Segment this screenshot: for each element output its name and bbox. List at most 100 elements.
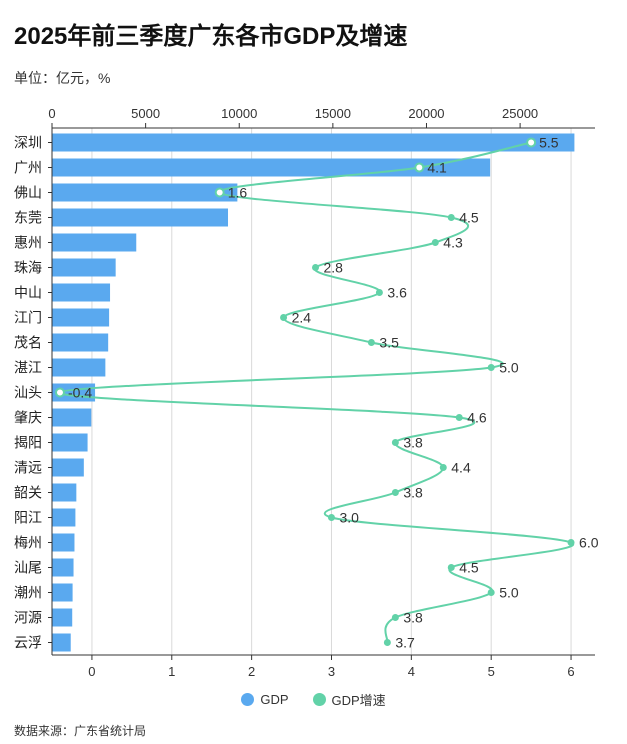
gdp-bar-0 [52, 133, 575, 152]
gdp-bar-6 [52, 283, 111, 302]
growth-label: 4.6 [467, 410, 487, 426]
growth-point-18 [487, 589, 495, 596]
growth-point-20 [383, 639, 391, 646]
gdp-bar-19 [52, 608, 73, 627]
gdp-bar-20 [52, 633, 71, 652]
category-label: 惠州 [14, 235, 42, 251]
growth-label: 2.4 [292, 310, 312, 326]
growth-point-10 [54, 387, 65, 398]
bottom-tick-label: 2 [248, 664, 255, 679]
top-tick-label: 10000 [221, 106, 257, 121]
bar-layer [52, 133, 575, 652]
growth-point-12 [391, 439, 399, 446]
growth-label: 4.4 [451, 460, 471, 476]
bottom-tick-label: 1 [168, 664, 175, 679]
category-label: 汕头 [14, 385, 42, 401]
category-label: 云浮 [14, 635, 42, 651]
category-label: 河源 [14, 610, 42, 626]
category-label: 深圳 [14, 135, 42, 151]
category-label: 汕尾 [14, 560, 42, 576]
growth-label: 5.0 [499, 360, 519, 376]
gdp-bar-8 [52, 333, 109, 352]
category-label: 中山 [14, 285, 42, 301]
category-label: 清远 [14, 460, 42, 476]
category-label: 茂名 [14, 335, 42, 351]
category-label: 阳江 [14, 510, 42, 526]
legend-item-growth[interactable]: GDP增速 [312, 690, 386, 709]
legend: GDP GDP增速 [0, 690, 627, 709]
growth-point-2 [214, 187, 225, 198]
category-label: 珠海 [14, 260, 42, 276]
label-layer: 5.5 4.1 1.6 4.5 4.3 2.8 3.6 2.4 3.5 5.0 -0.4 4.6 3.8… [68, 135, 599, 651]
top-tick-label: 15000 [315, 106, 351, 121]
bottom-tick-label: 3 [328, 664, 335, 679]
legend-item-gdp[interactable]: GDP [241, 690, 289, 709]
growth-point-15 [327, 514, 335, 521]
growth-label: 2.8 [324, 260, 344, 276]
axis-layer: 0 5000 10000 15000 20000 25000 0 1 2 3 4 5 6 深圳广州佛山东莞… [14, 106, 595, 679]
growth-label: 4.5 [459, 210, 479, 226]
growth-point-16 [567, 539, 575, 546]
bottom-tick-label: 5 [488, 664, 495, 679]
growth-point-13 [439, 464, 447, 471]
gdp-bar-18 [52, 583, 73, 602]
growth-point-5 [312, 264, 320, 271]
category-label: 揭阳 [14, 435, 42, 451]
gdp-bar-11 [52, 408, 92, 427]
bottom-tick-label: 4 [408, 664, 415, 679]
growth-point-4 [431, 239, 439, 246]
growth-label: 6.0 [579, 535, 599, 551]
growth-point-1 [414, 162, 425, 173]
growth-label: 1.6 [228, 185, 248, 201]
growth-label: -0.4 [68, 385, 92, 401]
category-label: 梅州 [14, 535, 42, 551]
chart-canvas: 0 5000 10000 15000 20000 25000 0 1 2 3 4 5 6 深圳广州佛山东莞… [14, 106, 599, 679]
gdp-bar-5 [52, 258, 116, 277]
legend-growth-label: GDP增速 [331, 693, 386, 708]
top-tick-label: 5000 [131, 106, 160, 121]
gdp-bar-13 [52, 458, 84, 477]
growth-point-11 [455, 414, 463, 421]
gdp-bar-4 [52, 233, 137, 252]
category-label: 韶关 [14, 485, 42, 501]
gdp-bar-2 [52, 183, 238, 202]
gdp-bar-14 [52, 483, 77, 502]
growth-label: 3.8 [403, 485, 423, 501]
bottom-tick-label: 6 [567, 664, 574, 679]
gdp-bar-7 [52, 308, 110, 327]
gdp-bar-17 [52, 558, 74, 577]
top-tick-label: 0 [48, 106, 55, 121]
legend-gdp-swatch [241, 693, 255, 706]
source-note: 数据来源：广东省统计局 [14, 724, 147, 738]
growth-point-17 [447, 564, 455, 571]
legend-growth-swatch [312, 693, 326, 706]
line-layer [54, 137, 575, 646]
growth-point-6 [375, 289, 383, 296]
growth-point-0 [526, 137, 537, 148]
gdp-bar-16 [52, 533, 75, 552]
growth-label: 4.3 [443, 235, 463, 251]
growth-label: 5.0 [499, 585, 519, 601]
growth-label: 5.5 [539, 135, 559, 151]
chart-title: 2025年前三季度广东各市GDP及增速 [14, 23, 408, 50]
growth-point-19 [391, 614, 399, 621]
top-tick-label: 25000 [502, 106, 538, 121]
gdp-bar-3 [52, 208, 229, 227]
growth-label: 4.5 [459, 560, 479, 576]
gdp-bar-15 [52, 508, 76, 527]
growth-point-8 [367, 339, 375, 346]
growth-label: 3.5 [379, 335, 399, 351]
growth-point-3 [447, 214, 455, 221]
category-label: 佛山 [14, 185, 42, 201]
growth-label: 3.6 [387, 285, 407, 301]
growth-point-14 [391, 489, 399, 496]
category-label: 广州 [14, 160, 42, 176]
growth-point-9 [487, 364, 495, 371]
growth-label: 3.0 [339, 510, 359, 526]
gdp-bar-12 [52, 433, 88, 452]
top-tick-label: 20000 [408, 106, 444, 121]
category-label: 东莞 [14, 210, 42, 226]
growth-label: 3.8 [403, 435, 423, 451]
growth-label: 4.1 [427, 160, 447, 176]
category-label: 潮州 [14, 585, 42, 601]
